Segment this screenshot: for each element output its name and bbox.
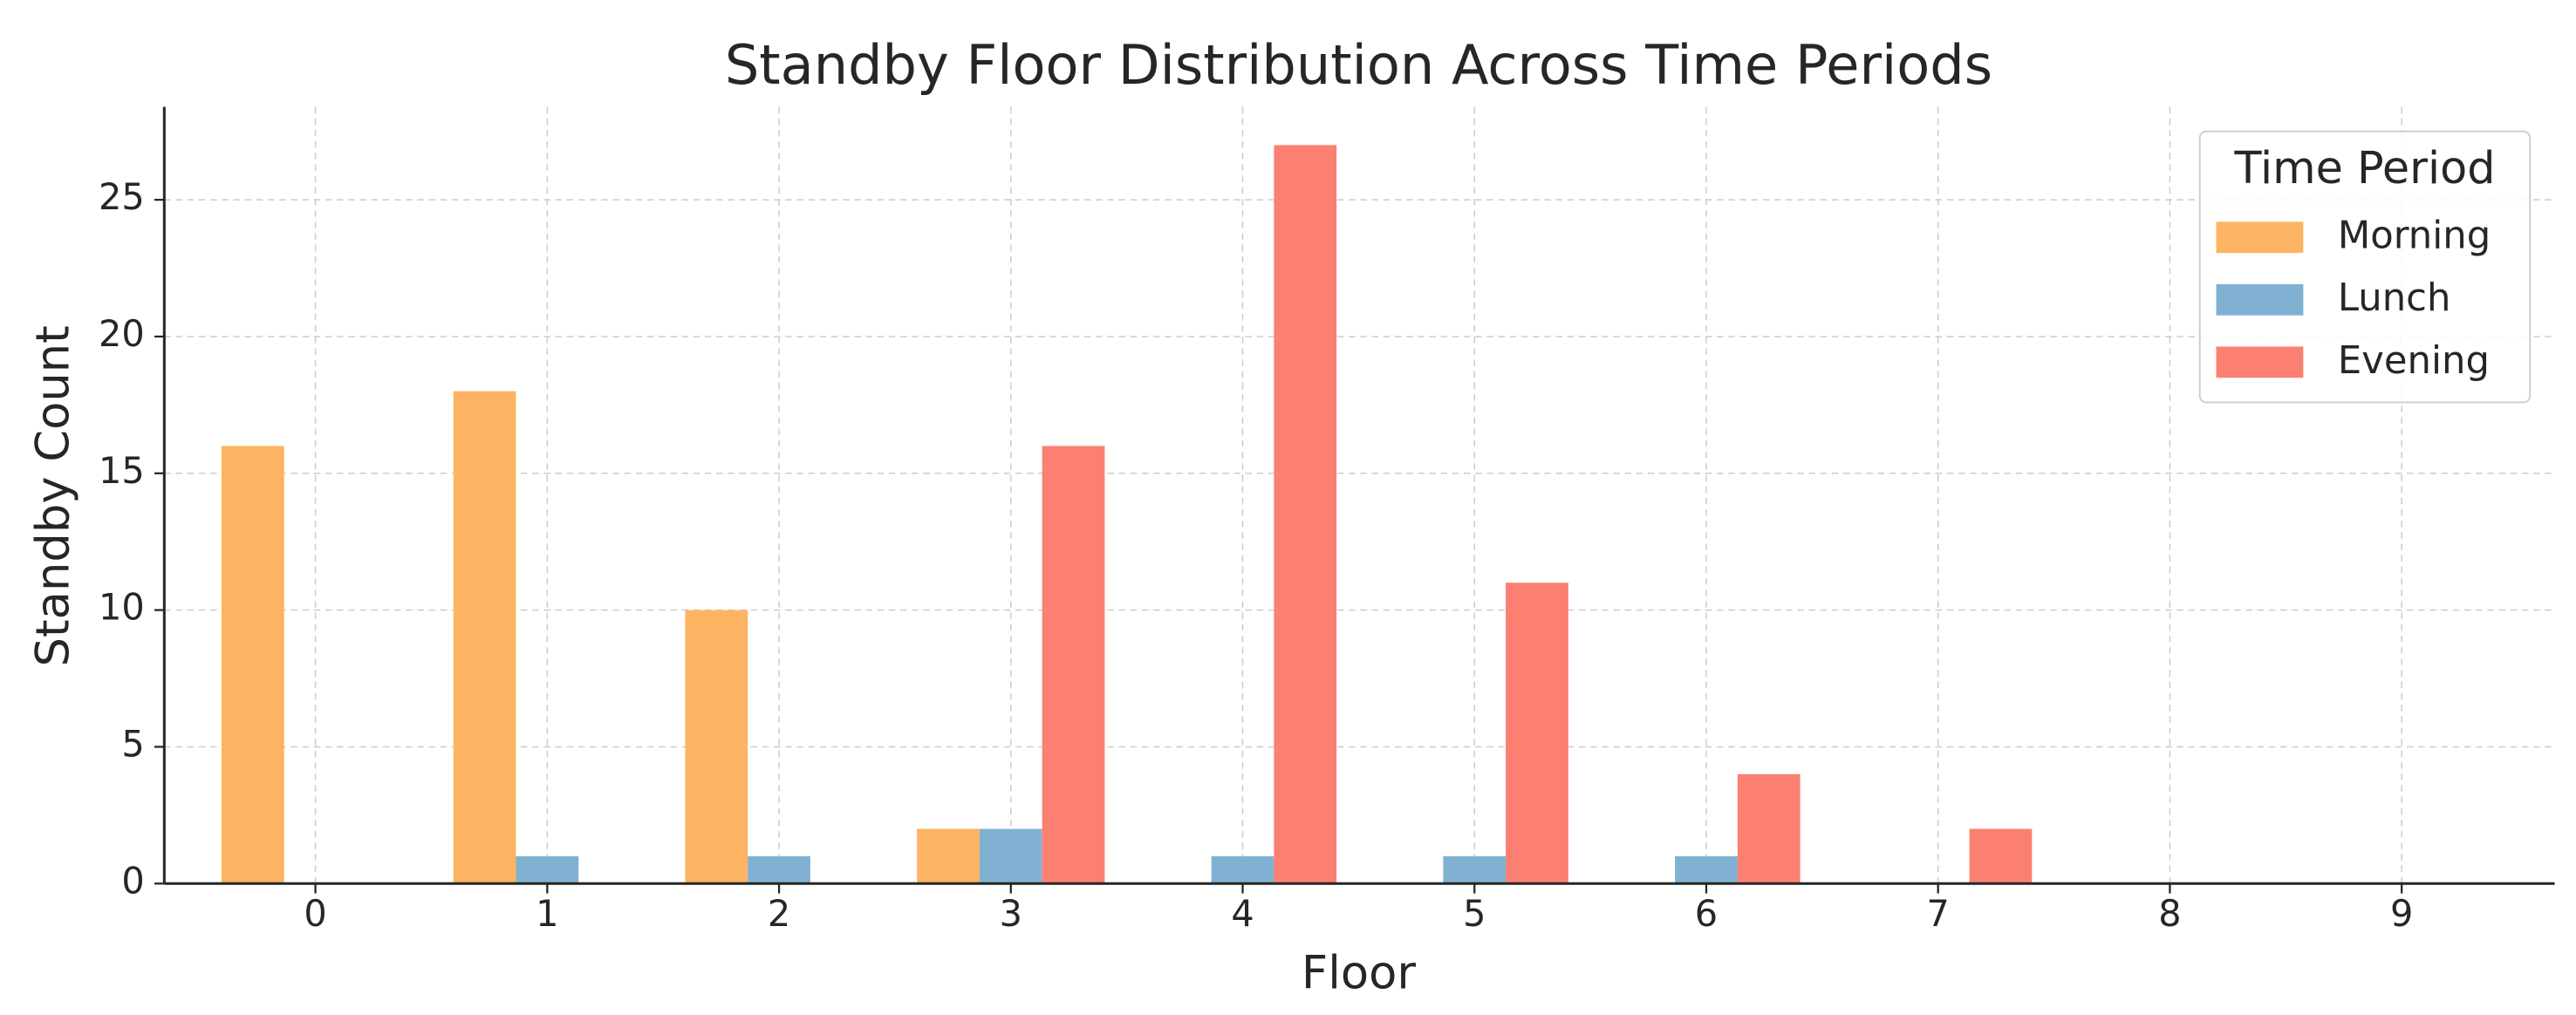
x-tick-label: 6	[1695, 893, 1718, 935]
bar	[917, 828, 980, 884]
bar	[1737, 773, 1800, 884]
bar	[685, 610, 748, 884]
bar	[1443, 855, 1507, 884]
y-tick-label: 5	[121, 723, 144, 765]
x-tick-label: 2	[768, 893, 790, 935]
x-tick-label: 1	[536, 893, 558, 935]
y-tick-label: 25	[99, 176, 145, 218]
legend-label: Lunch	[2338, 276, 2451, 320]
bar	[1042, 446, 1105, 884]
bar	[1274, 145, 1337, 884]
legend-label: Evening	[2338, 339, 2490, 383]
legend-swatch	[2216, 283, 2304, 316]
y-axis-label: Standby Count	[27, 325, 80, 666]
legend-swatch	[2216, 346, 2304, 378]
bar	[453, 391, 516, 884]
bar	[1675, 855, 1738, 884]
legend: Time Period Morning Lunch Evening	[2198, 130, 2532, 404]
bar	[1506, 582, 1568, 884]
legend-swatch	[2216, 221, 2304, 254]
x-tick-label: 0	[304, 893, 326, 935]
y-tick-label: 0	[121, 860, 144, 902]
chart-title: Standby Floor Distribution Across Time P…	[725, 33, 1992, 97]
bar	[1969, 828, 2033, 884]
legend-title: Time Period	[2233, 142, 2495, 194]
x-tick-label: 9	[2390, 893, 2413, 935]
x-tick-label: 5	[1463, 893, 1486, 935]
bar	[516, 855, 579, 884]
legend-label: Morning	[2338, 215, 2491, 258]
x-tick-label: 4	[1231, 893, 1254, 935]
bar	[1211, 855, 1274, 884]
bar	[221, 446, 284, 884]
y-tick-label: 15	[99, 450, 145, 492]
x-tick-label: 8	[2158, 893, 2181, 935]
y-tick-label: 20	[99, 313, 145, 355]
bar	[979, 828, 1042, 884]
x-tick-label: 3	[1000, 893, 1022, 935]
legend-box	[2198, 130, 2532, 404]
x-tick-label: 7	[1927, 893, 1950, 935]
y-tick-label: 10	[99, 587, 145, 629]
x-axis-label: Floor	[1302, 946, 1416, 999]
bar	[748, 855, 810, 884]
plot-area: 0 5 10 15 20 25 0 1 2 3 4 5 6 7 8 9 Time Period Morning Lu…	[99, 106, 2555, 935]
